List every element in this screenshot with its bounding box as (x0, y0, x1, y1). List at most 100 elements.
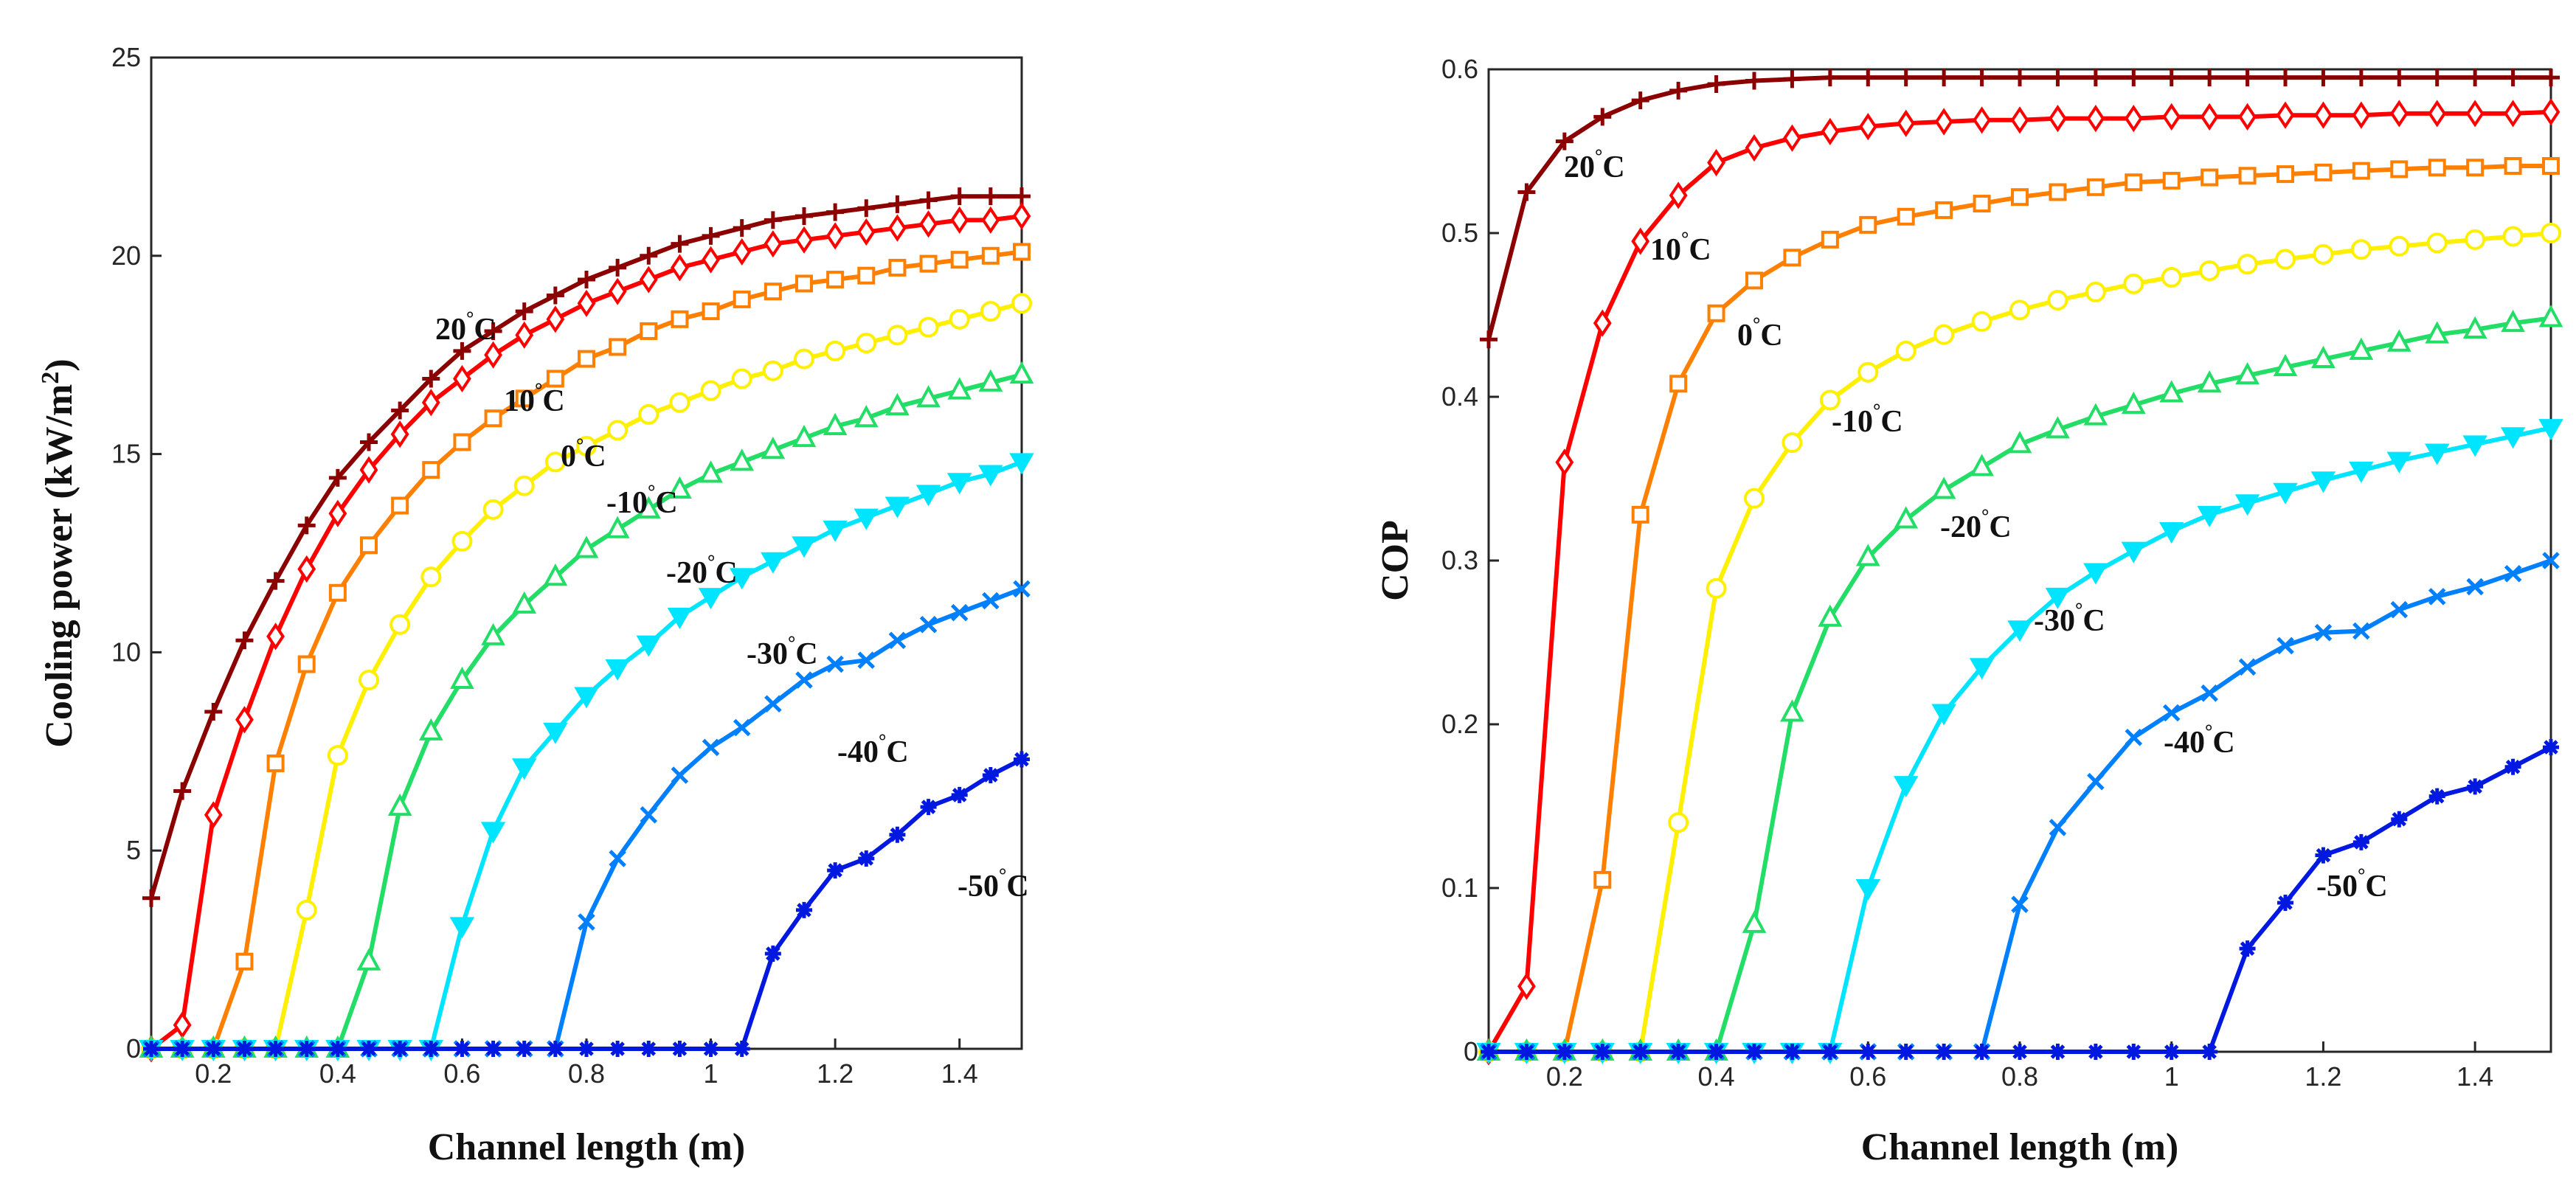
series--50C (143, 751, 1030, 1057)
data-point (2239, 940, 2256, 957)
y-tick-label: 0.1 (1441, 873, 1478, 903)
data-point (1707, 148, 1725, 177)
series-0C (1480, 156, 2560, 1061)
data-point (2083, 403, 2108, 426)
data-point (2237, 254, 2258, 275)
data-point (1707, 74, 1725, 93)
data-point (2428, 788, 2445, 805)
data-point (423, 1041, 440, 1057)
data-point (2542, 156, 2560, 175)
data-point (2159, 380, 2184, 403)
data-point (515, 389, 533, 408)
data-point (981, 246, 1000, 265)
data-point (1855, 544, 1880, 566)
degree-symbol: ° (535, 379, 542, 400)
data-point (543, 563, 568, 586)
curve-label: -10°C (606, 481, 678, 520)
data-point (485, 1041, 502, 1057)
curve-label-value: -40 (837, 735, 879, 769)
data-point (2352, 833, 2369, 850)
data-point (1859, 215, 1877, 234)
y-tick-label: 25 (111, 42, 141, 72)
data-point (888, 214, 907, 242)
data-point (1594, 1044, 1611, 1060)
data-point (609, 1041, 626, 1057)
x-axis-label: Channel length (m) (1861, 1126, 2178, 1168)
data-point (298, 1041, 315, 1057)
data-point (885, 392, 910, 416)
data-point (761, 437, 786, 460)
x-tick-label: 0.8 (568, 1058, 605, 1089)
data-point (2201, 684, 2218, 702)
data-point (1669, 375, 1688, 393)
data-point (2390, 69, 2409, 87)
data-point (1893, 776, 1919, 798)
data-point (359, 456, 378, 484)
data-point (1970, 454, 1994, 476)
data-point (1013, 580, 1031, 598)
data-point (547, 1041, 564, 1057)
data-point (2125, 69, 2143, 87)
series-group (1476, 69, 2563, 1066)
data-point (2273, 482, 2298, 504)
data-point (360, 536, 378, 555)
data-point (2086, 104, 2105, 133)
data-point (484, 409, 502, 428)
curve-label: 0°C (561, 434, 606, 474)
data-point (2049, 69, 2067, 87)
data-point (484, 341, 502, 369)
data-point (359, 670, 379, 691)
data-point (1931, 704, 1956, 726)
data-point (1013, 187, 1031, 206)
data-point (667, 608, 693, 630)
data-point (453, 433, 471, 451)
data-point (950, 251, 969, 269)
data-point (2428, 69, 2446, 87)
curve-label: -10°C (1832, 400, 1903, 439)
data-point (608, 277, 627, 305)
data-point (920, 799, 937, 816)
data-point (1669, 81, 1688, 100)
data-point (2386, 329, 2411, 352)
data-point (702, 226, 720, 245)
data-point (2007, 620, 2032, 642)
data-point (515, 321, 534, 349)
degree-symbol: ° (2075, 599, 2082, 620)
data-point (421, 389, 440, 417)
y-tick-label: 20 (111, 240, 141, 271)
data-point (2276, 165, 2294, 184)
curve-label-value: -30 (747, 637, 788, 671)
curve-label-unit: C (1689, 233, 1711, 267)
data-point (391, 401, 409, 420)
data-point (1555, 448, 1574, 476)
curve-label-unit: C (2082, 604, 2105, 638)
data-point (454, 1041, 471, 1057)
data-point (2276, 69, 2294, 87)
data-point (823, 520, 848, 542)
y-axis-label-main: COP (1374, 520, 1416, 601)
data-point (823, 412, 848, 435)
degree-symbol: ° (1873, 400, 1880, 421)
data-point (2311, 345, 2336, 368)
data-point (825, 222, 845, 250)
data-point (856, 218, 876, 246)
data-point (2009, 299, 2030, 321)
data-point (2500, 427, 2526, 449)
data-point (389, 614, 411, 635)
data-point (2087, 1044, 2104, 1060)
data-point (2049, 104, 2067, 133)
data-point (2504, 758, 2521, 775)
data-point (2426, 232, 2448, 254)
data-point (266, 572, 285, 590)
data-point (795, 274, 813, 293)
y-axis-label: Cooling power (kW/m2) (37, 358, 80, 747)
data-point (1931, 476, 1956, 499)
data-point (640, 1041, 657, 1057)
data-point (2011, 895, 2029, 913)
data-point (2011, 69, 2029, 87)
data-point (764, 211, 782, 229)
data-point (327, 745, 348, 766)
data-point (1742, 910, 1767, 933)
data-point (2391, 811, 2408, 828)
data-point (2201, 1044, 2218, 1060)
